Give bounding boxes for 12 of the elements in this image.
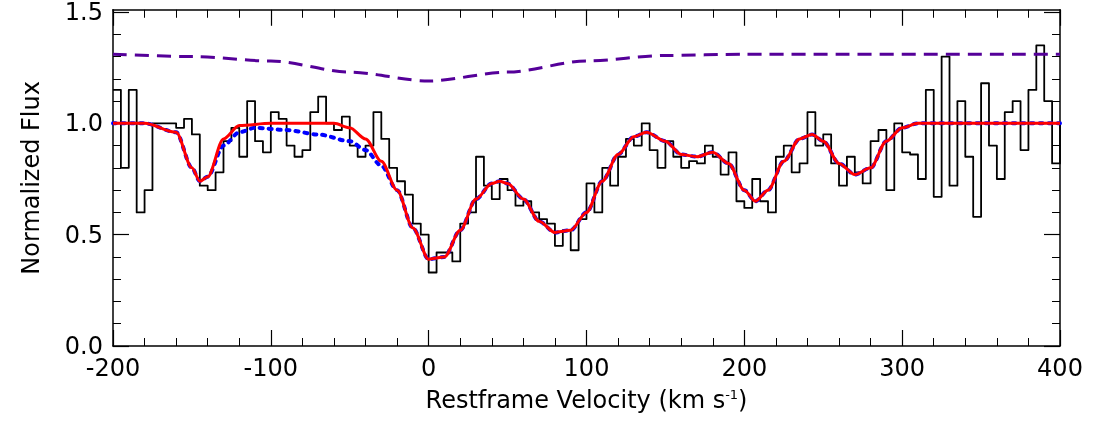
line-series xyxy=(111,52,1062,83)
y-tick-label: 1.0 xyxy=(64,109,103,138)
y-tick-label: 1.5 xyxy=(64,0,103,26)
x-tick-label: -100 xyxy=(243,354,299,382)
y-axis-title: Normalized Flux xyxy=(17,81,45,275)
x-tick-label: 0 xyxy=(421,354,437,382)
x-tick-label: 300 xyxy=(879,354,926,382)
y-tick-label: 0.5 xyxy=(64,220,103,249)
x-tick-label: 200 xyxy=(721,354,768,382)
x-tick-label: -200 xyxy=(85,354,141,382)
x-tick-label: 100 xyxy=(563,354,610,382)
x-tick-label: 400 xyxy=(1037,354,1083,382)
